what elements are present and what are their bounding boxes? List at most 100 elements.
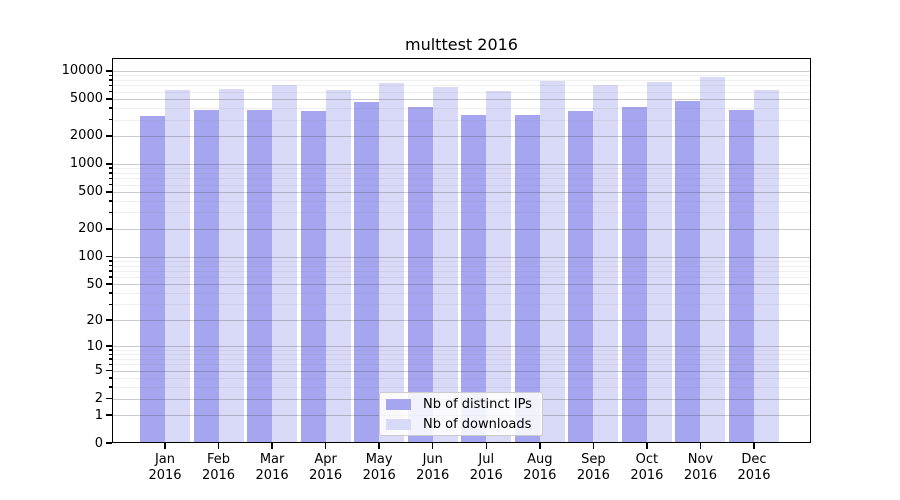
x-tick-label: May 2016 <box>362 452 396 483</box>
legend-label-distinct-ips: Nb of distinct IPs <box>423 396 532 412</box>
y-tick-mark <box>106 319 112 321</box>
y-tick-mark <box>106 369 112 372</box>
bar-downloads-jun <box>432 86 458 443</box>
y-tick-mark <box>106 345 112 347</box>
y-tick-mark-minor <box>108 200 112 202</box>
bar-distinct-ips-aug <box>514 115 540 443</box>
bar-downloads-sep <box>593 85 619 443</box>
gridline-minor <box>112 184 811 186</box>
y-tick-mark-minor <box>108 386 112 388</box>
y-tick-label: 100 <box>78 249 103 265</box>
x-tick-label: Jan 2016 <box>148 452 182 483</box>
y-tick-mark-minor <box>108 363 112 366</box>
x-tick-mark <box>324 443 327 449</box>
legend-label-downloads: Nb of downloads <box>423 416 532 432</box>
gridline-major <box>112 135 811 137</box>
bar-downloads-jan <box>165 89 190 443</box>
y-tick-mark-minor <box>108 79 112 81</box>
bar-distinct-ips-feb <box>193 110 219 443</box>
y-tick-mark <box>106 255 112 258</box>
gridline-minor <box>112 91 811 93</box>
gridline-major <box>112 228 811 230</box>
gridline-minor <box>112 107 811 109</box>
bar-distinct-ips-dec <box>728 110 754 443</box>
gridline-minor <box>112 304 811 306</box>
gridline-minor <box>112 200 811 202</box>
x-tick-mark <box>753 443 755 449</box>
bar-distinct-ips-may <box>354 101 380 443</box>
y-tick-mark <box>106 442 112 444</box>
bar-distinct-ips-apr <box>300 111 326 443</box>
x-tick-mark <box>431 443 434 449</box>
x-tick-label: Aug 2016 <box>523 452 557 483</box>
gridline-minor <box>112 75 811 77</box>
gridline-major <box>112 98 811 100</box>
x-tick-label: Oct 2016 <box>630 452 664 483</box>
x-tick-label: Jun 2016 <box>416 452 450 483</box>
y-tick-mark <box>106 414 112 416</box>
gridline-minor <box>112 350 811 351</box>
y-tick-label: 1 <box>94 407 103 423</box>
bar-downloads-jul <box>486 90 512 443</box>
y-tick-label: 1000 <box>69 156 103 172</box>
y-tick-mark <box>106 397 112 400</box>
x-tick-mark <box>592 443 595 449</box>
y-tick-label: 0 <box>94 435 103 451</box>
bar-distinct-ips-oct <box>621 107 647 443</box>
gridline-minor <box>112 276 811 278</box>
x-tick-label: Apr 2016 <box>309 452 343 483</box>
gridline-minor <box>112 293 811 294</box>
y-tick-mark-minor <box>108 303 112 306</box>
bar-downloads-oct <box>646 81 672 443</box>
gridline-minor <box>112 80 811 81</box>
legend-swatch-distinct-ips <box>386 398 411 410</box>
gridline-major <box>112 370 811 372</box>
x-tick-label: Mar 2016 <box>255 452 289 483</box>
bar-downloads-nov <box>700 77 726 443</box>
bar-downloads-apr <box>325 89 351 443</box>
y-tick-mark <box>106 135 112 137</box>
bar-distinct-ips-mar <box>247 110 273 443</box>
y-tick-label: 50 <box>86 276 103 292</box>
legend-swatch-downloads <box>386 418 411 430</box>
legend: Nb of distinct IPs Nb of downloads <box>379 392 543 436</box>
y-tick-mark-minor <box>108 177 112 180</box>
gridline-major <box>112 320 811 322</box>
gridline-minor <box>112 359 811 360</box>
y-tick-mark-minor <box>108 183 112 186</box>
gridline-minor <box>112 119 811 121</box>
y-tick-mark-minor <box>108 172 112 174</box>
gridline-minor <box>112 85 811 87</box>
gridline-major <box>112 191 811 193</box>
gridline-major <box>112 256 811 258</box>
bar-distinct-ips-sep <box>568 111 594 443</box>
bar-downloads-may <box>379 83 405 443</box>
y-tick-mark-minor <box>108 118 112 121</box>
x-tick-label: Sep 2016 <box>576 452 610 483</box>
gridline-minor <box>112 354 811 356</box>
bar-downloads-mar <box>272 85 298 443</box>
y-tick-mark-minor <box>108 84 112 87</box>
y-tick-label: 2 <box>94 391 103 407</box>
x-tick-mark <box>378 443 380 449</box>
gridline-minor <box>112 168 811 170</box>
y-tick-mark <box>106 98 112 100</box>
y-tick-mark <box>106 228 112 230</box>
bar-distinct-ips-jan <box>140 115 165 443</box>
x-tick-mark <box>164 443 166 449</box>
y-tick-label: 20 <box>86 312 103 328</box>
gridline-major <box>112 70 811 72</box>
gridline-minor <box>112 387 811 388</box>
y-tick-mark-minor <box>108 264 112 267</box>
y-tick-mark <box>106 163 112 165</box>
bar-downloads-feb <box>218 89 244 443</box>
y-tick-label: 5 <box>94 363 103 379</box>
y-tick-mark-minor <box>108 167 112 169</box>
x-tick-label: Dec 2016 <box>737 452 771 483</box>
x-tick-mark <box>485 443 488 449</box>
y-tick-mark <box>106 70 112 72</box>
x-tick-mark <box>646 443 648 449</box>
y-tick-mark-minor <box>108 292 112 294</box>
gridline-minor <box>112 172 811 174</box>
y-tick-mark-minor <box>108 74 112 76</box>
